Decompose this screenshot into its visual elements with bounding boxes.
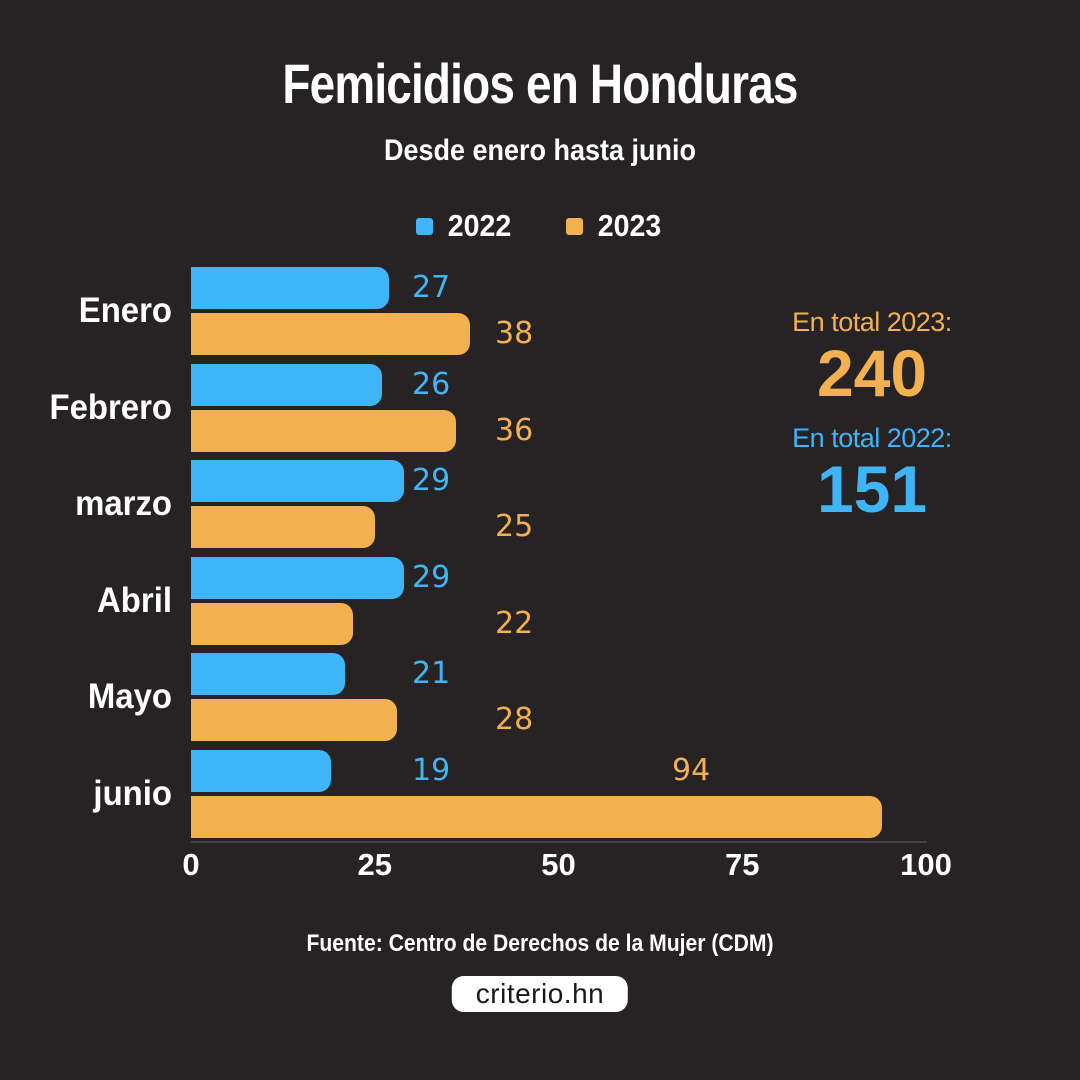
value-label-2022-enero: 27 bbox=[412, 270, 451, 305]
criterio-logo: criterio.hn bbox=[451, 976, 629, 1012]
bar-2023-marzo bbox=[191, 506, 375, 548]
value-label-2022-abril: 29 bbox=[412, 559, 451, 595]
value-label-2023-marzo: 25 bbox=[495, 509, 534, 544]
chart-subtitle: Desde enero hasta junio bbox=[383, 134, 697, 167]
category-label-mayo: Mayo bbox=[87, 677, 172, 716]
total-2022-label: En total 2022: bbox=[792, 423, 952, 453]
legend-label-2022: 2022 bbox=[447, 208, 512, 243]
x-tick-50: 50 bbox=[541, 847, 576, 882]
value-label-2022-marzo: 29 bbox=[412, 463, 451, 498]
value-label-2022-mayo: 21 bbox=[412, 656, 451, 691]
legend-item-2022: 2022 bbox=[416, 208, 514, 244]
legend: 2022 2023 bbox=[0, 206, 1080, 246]
value-label-2022-junio: 19 bbox=[412, 752, 451, 788]
x-tick-0: 0 bbox=[182, 847, 200, 882]
value-label-2023-abril: 22 bbox=[495, 605, 534, 641]
bar-2023-abril bbox=[191, 602, 353, 645]
bar-2023-junio bbox=[191, 795, 882, 838]
bar-2022-marzo bbox=[191, 460, 405, 502]
bar-2022-enero bbox=[191, 267, 390, 309]
source-text: Fuente: Centro de Derechos de la Mujer (… bbox=[306, 930, 774, 957]
category-label-junio: junio bbox=[93, 773, 172, 813]
bar-2023-mayo bbox=[191, 699, 397, 741]
bar-2023-febrero bbox=[191, 409, 456, 452]
x-axis-line bbox=[191, 841, 927, 843]
category-label-enero: Enero bbox=[78, 291, 172, 330]
total-2022-value: 151 bbox=[816, 452, 928, 526]
legend-item-2023: 2023 bbox=[566, 208, 664, 244]
value-label-2023-mayo: 28 bbox=[495, 702, 534, 737]
chart-title: Femicidios en Honduras bbox=[282, 52, 798, 115]
value-label-2023-junio: 94 bbox=[672, 752, 711, 788]
category-label-marzo: marzo bbox=[75, 484, 172, 523]
x-tick-75: 75 bbox=[725, 847, 760, 882]
bar-2022-junio bbox=[191, 749, 331, 792]
bar-2022-abril bbox=[191, 556, 405, 599]
category-label-abril: Abril bbox=[97, 580, 172, 620]
bar-2022-febrero bbox=[191, 363, 383, 406]
x-tick-25: 25 bbox=[357, 847, 392, 882]
legend-swatch-2022 bbox=[416, 217, 434, 235]
totals-panel: En total 2023: 240 En total 2022: 151 bbox=[738, 306, 1006, 524]
value-label-2022-febrero: 26 bbox=[412, 366, 451, 402]
value-label-2023-enero: 38 bbox=[495, 316, 534, 351]
category-label-febrero: Febrero bbox=[49, 387, 172, 427]
bar-2022-mayo bbox=[191, 653, 346, 695]
legend-swatch-2023 bbox=[566, 217, 583, 235]
legend-label-2023: 2023 bbox=[597, 208, 662, 243]
total-2023-label: En total 2023: bbox=[792, 307, 952, 337]
bar-2023-enero bbox=[191, 313, 471, 355]
x-tick-100: 100 bbox=[900, 847, 952, 882]
total-2023-value: 240 bbox=[816, 336, 928, 410]
value-label-2023-febrero: 36 bbox=[495, 412, 534, 448]
